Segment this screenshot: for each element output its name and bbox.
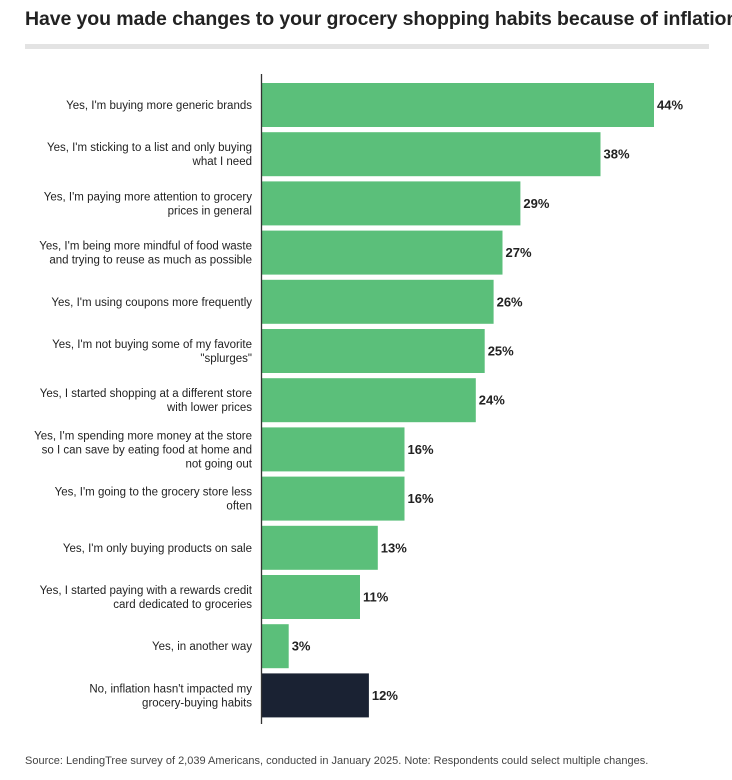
category-label-line: not going out xyxy=(185,458,252,470)
category-label-line: and trying to reuse as much as possible xyxy=(49,255,252,267)
category-label-line: what I need xyxy=(192,156,252,168)
bar-6 xyxy=(262,378,476,423)
bar-0 xyxy=(262,83,654,127)
category-label-7: Yes, I'm spending more money at the stor… xyxy=(34,430,253,470)
chart-title: Have you made changes to your grocery sh… xyxy=(25,8,732,30)
bar-9 xyxy=(262,525,378,570)
category-label-9: Yes, I'm only buying products on sale xyxy=(63,543,252,555)
category-label-line: Yes, I started shopping at a different s… xyxy=(40,388,252,400)
value-label-3: 27% xyxy=(506,245,532,260)
value-label-10: 11% xyxy=(363,590,389,605)
bar-5 xyxy=(262,329,485,373)
value-label-0: 44% xyxy=(657,98,683,113)
category-label-line: "splurges" xyxy=(200,353,252,365)
value-label-11: 3% xyxy=(292,639,311,654)
category-label-line: Yes, I'm going to the grocery store less xyxy=(55,487,253,499)
category-label-line: card dedicated to groceries xyxy=(113,599,252,611)
bar-2 xyxy=(262,181,521,226)
value-label-1: 38% xyxy=(604,147,630,162)
category-label-5: Yes, I'm not buying some of my favorite "… xyxy=(52,339,252,365)
bar-4 xyxy=(262,279,494,324)
category-label-line: so I can save by eating food at home and xyxy=(42,444,252,456)
category-label-2: Yes, I'm paying more attention to grocer… xyxy=(44,191,252,217)
category-label-line: Yes, I'm not buying some of my favorite xyxy=(52,339,252,351)
category-label-line: Yes, in another way xyxy=(152,641,252,653)
category-label-10: Yes, I started paying with a rewards cre… xyxy=(40,585,253,611)
value-label-4: 26% xyxy=(497,294,523,309)
category-label-line: Yes, I'm using coupons more frequently xyxy=(51,297,252,309)
bar-10 xyxy=(262,575,360,619)
source-note: Source: LendingTree survey of 2,039 Amer… xyxy=(25,755,649,767)
title-divider xyxy=(25,44,709,49)
value-label-12: 12% xyxy=(372,688,398,703)
value-label-6: 24% xyxy=(479,393,505,408)
category-label-line: Yes, I started paying with a rewards cre… xyxy=(40,585,253,597)
category-label-line: No, inflation hasn't impacted my xyxy=(89,683,252,695)
category-label-1: Yes, I'm sticking to a list and only buy… xyxy=(47,142,252,168)
category-label-line: prices in general xyxy=(168,205,252,217)
category-label-3: Yes, I'm being more mindful of food wast… xyxy=(39,241,252,267)
value-label-5: 25% xyxy=(488,344,514,359)
value-label-9: 13% xyxy=(381,540,407,555)
category-label-line: Yes, I'm only buying products on sale xyxy=(63,543,252,555)
category-label-line: Yes, I'm spending more money at the stor… xyxy=(34,430,252,442)
bar-7 xyxy=(262,427,405,472)
category-label-12: No, inflation hasn't impacted my grocery-… xyxy=(89,683,252,709)
value-label-8: 16% xyxy=(408,491,434,506)
bar-3 xyxy=(262,230,503,275)
category-label-line: often xyxy=(226,501,252,513)
value-label-7: 16% xyxy=(408,442,434,457)
category-label-line: grocery-buying habits xyxy=(142,697,252,709)
bar-11 xyxy=(262,624,289,669)
category-label-line: Yes, I'm being more mindful of food wast… xyxy=(39,241,252,253)
category-label-8: Yes, I'm going to the grocery store less… xyxy=(55,487,253,513)
value-label-2: 29% xyxy=(523,196,549,211)
category-label-0: Yes, I'm buying more generic brands xyxy=(66,100,252,112)
category-label-6: Yes, I started shopping at a different s… xyxy=(40,388,253,414)
bar-8 xyxy=(262,476,405,521)
category-label-line: with lower prices xyxy=(166,402,252,414)
category-label-line: Yes, I'm buying more generic brands xyxy=(66,100,252,112)
category-label-4: Yes, I'm using coupons more frequently xyxy=(51,297,252,309)
bar-12 xyxy=(262,673,369,718)
bar-1 xyxy=(262,132,601,177)
category-label-11: Yes, in another way xyxy=(152,641,252,653)
category-label-line: Yes, I'm paying more attention to grocer… xyxy=(44,191,252,203)
category-label-line: Yes, I'm sticking to a list and only buy… xyxy=(47,142,252,154)
